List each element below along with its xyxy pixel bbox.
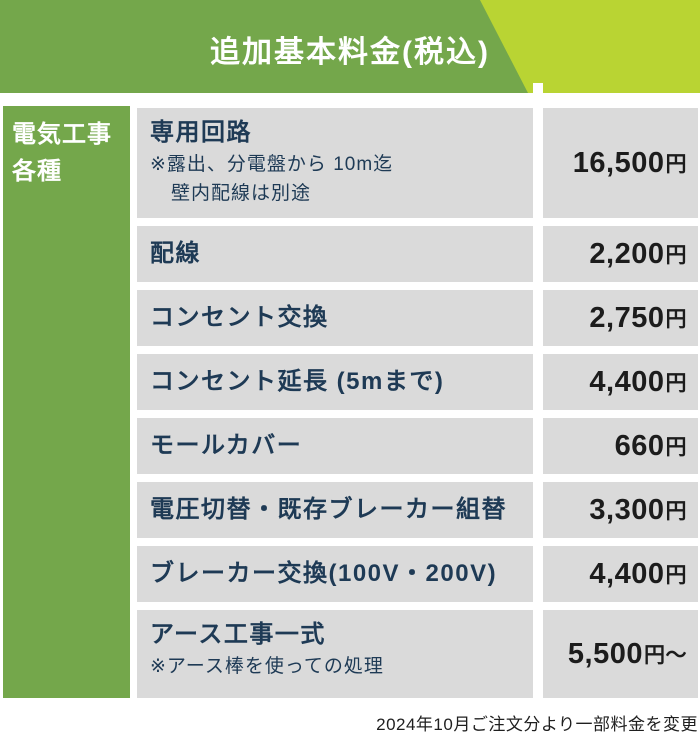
price-cell: 660 円 xyxy=(543,418,698,474)
price-value: 660 xyxy=(614,429,665,462)
price-value: 16,500 xyxy=(572,146,665,179)
page-title: 追加基本料金(税込) xyxy=(210,35,490,69)
item-cell: 専用回路 ※露出、分電盤から 10m迄 壁内配線は別途 xyxy=(137,108,533,218)
item-note: 壁内配線は別途 xyxy=(171,183,312,204)
price-cell: 2,750 円 xyxy=(543,290,698,346)
item-name: アース工事一式 xyxy=(150,621,326,648)
item-name: 配線 xyxy=(150,240,201,267)
item-name: コンセント延長 (5mまで) xyxy=(150,368,445,395)
price-cell: 2,200 円 xyxy=(543,226,698,282)
header-banner-green-shape xyxy=(0,0,528,93)
price-value: 3,300 xyxy=(589,493,665,526)
table-row: コンセント延長 (5mまで) 4,400 円 xyxy=(137,354,698,410)
item-name: モールカバー xyxy=(150,432,303,459)
item-note: ※露出、分電盤から 10m迄 xyxy=(150,154,394,175)
table-row: コンセント交換 2,750 円 xyxy=(137,290,698,346)
price-unit: 円 xyxy=(665,372,687,395)
item-cell: モールカバー xyxy=(137,418,533,474)
category-sidebar: 電気工事 各種 xyxy=(3,106,130,698)
price-cell: 4,400 円 xyxy=(543,354,698,410)
table-row: 配線 2,200 円 xyxy=(137,226,698,282)
price-unit: 円 xyxy=(665,308,687,331)
price-unit: 円 xyxy=(665,153,687,176)
price-unit: 円 xyxy=(665,244,687,267)
item-cell: 配線 xyxy=(137,226,533,282)
price-value: 5,500 xyxy=(567,637,643,670)
price-value: 4,400 xyxy=(589,365,665,398)
item-cell: コンセント延長 (5mまで) xyxy=(137,354,533,410)
price-value: 2,750 xyxy=(589,301,665,334)
header-banner-divider-notch xyxy=(533,83,543,93)
item-cell: アース工事一式 ※アース棒を使っての処理 xyxy=(137,610,533,698)
item-name: コンセント交換 xyxy=(150,304,329,331)
table-row: モールカバー 660 円 xyxy=(137,418,698,474)
item-cell: コンセント交換 xyxy=(137,290,533,346)
item-name: ブレーカー交換(100V・200V) xyxy=(150,560,498,587)
price-unit: 円 xyxy=(665,500,687,523)
price-table: 専用回路 ※露出、分電盤から 10m迄 壁内配線は別途 16,500 円 配線 … xyxy=(137,108,698,698)
price-cell: 4,400 円 xyxy=(543,546,698,602)
footer-revision-note: 2024年10月ご注文分より一部料金を変更 xyxy=(376,715,698,734)
item-name: 専用回路 xyxy=(150,119,252,146)
price-unit: 円〜 xyxy=(644,644,687,667)
table-row: 専用回路 ※露出、分電盤から 10m迄 壁内配線は別途 16,500 円 xyxy=(137,108,698,218)
item-cell: 電圧切替・既存ブレーカー組替 xyxy=(137,482,533,538)
price-cell: 16,500 円 xyxy=(543,108,698,218)
price-unit: 円 xyxy=(665,564,687,587)
table-row: アース工事一式 ※アース棒を使っての処理 5,500 円〜 xyxy=(137,610,698,698)
item-name: 電圧切替・既存ブレーカー組替 xyxy=(150,496,507,523)
item-note: ※アース棒を使っての処理 xyxy=(150,656,384,677)
price-value: 2,200 xyxy=(589,237,665,270)
price-cell: 3,300 円 xyxy=(543,482,698,538)
price-unit: 円 xyxy=(665,436,687,459)
table-row: 電圧切替・既存ブレーカー組替 3,300 円 xyxy=(137,482,698,538)
category-label-line1: 電気工事 xyxy=(12,121,112,148)
table-row: ブレーカー交換(100V・200V) 4,400 円 xyxy=(137,546,698,602)
price-value: 4,400 xyxy=(589,557,665,590)
price-cell: 5,500 円〜 xyxy=(543,610,698,698)
header-banner: 追加基本料金(税込) xyxy=(0,0,700,93)
category-label-line2: 各種 xyxy=(12,158,62,185)
item-cell: ブレーカー交換(100V・200V) xyxy=(137,546,533,602)
